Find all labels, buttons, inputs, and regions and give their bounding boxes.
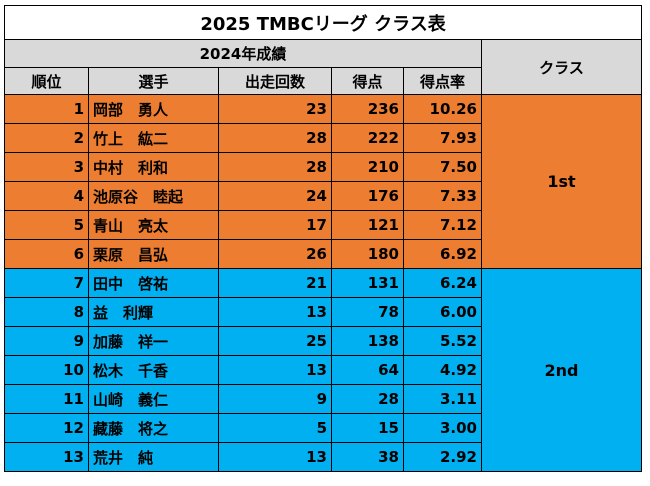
rate-cell: 7.12: [403, 210, 482, 240]
points-cell: 176: [331, 181, 404, 211]
table-row: 3 中村 利和 28 210 7.50: [4, 152, 642, 182]
rate-cell: 2.92: [403, 442, 482, 472]
league-class-table: 2025 TMBCリーグ クラス表 2024年成績 クラス 順位 選手 出走回数…: [3, 5, 643, 472]
column-header-starts: 出走回数: [218, 67, 332, 95]
player-cell: 中村 利和: [88, 152, 219, 182]
rank-cell: 5: [4, 210, 89, 240]
points-cell: 28: [331, 384, 404, 414]
rate-cell: 7.93: [403, 123, 482, 153]
points-cell: 15: [331, 413, 404, 443]
points-cell: 121: [331, 210, 404, 240]
starts-cell: 13: [218, 355, 332, 385]
starts-cell: 21: [218, 268, 332, 298]
starts-cell: 28: [218, 152, 332, 182]
rank-cell: 8: [4, 297, 89, 327]
rate-cell: 7.50: [403, 152, 482, 182]
class-label-cell: 1st: [480, 94, 643, 269]
player-cell: 池原谷 睦起: [88, 181, 219, 211]
rank-cell: 4: [4, 181, 89, 211]
rank-cell: 2: [4, 123, 89, 153]
rank-cell: 1: [4, 94, 89, 124]
rate-cell: 3.00: [403, 413, 482, 443]
player-cell: 藏藤 将之: [88, 413, 219, 443]
points-cell: 222: [331, 123, 404, 153]
class-header: クラス: [480, 39, 643, 95]
points-cell: 236: [331, 94, 404, 124]
points-cell: 38: [331, 442, 404, 472]
player-cell: 荒井 純: [88, 442, 219, 472]
rate-cell: 3.11: [403, 384, 482, 414]
starts-cell: 13: [218, 297, 332, 327]
table-row: 7 田中 啓祐 21 131 6.24 2nd: [4, 268, 643, 472]
player-cell: 竹上 紘二: [88, 123, 219, 153]
starts-cell: 26: [218, 239, 332, 269]
table-row: 1 岡部 勇人 23 236 10.26 1st: [4, 94, 643, 269]
rank-cell: 3: [4, 152, 89, 182]
table-row: 2 竹上 紘二 28 222 7.93: [4, 123, 642, 153]
column-header-points: 得点: [331, 67, 404, 95]
rank-cell: 6: [4, 239, 89, 269]
player-cell: 山崎 義仁: [88, 384, 219, 414]
table-row: 9 加藤 祥一 25 138 5.52: [4, 326, 642, 356]
column-header-player: 選手: [88, 67, 219, 95]
starts-cell: 25: [218, 326, 332, 356]
rate-cell: 5.52: [403, 326, 482, 356]
rank-cell: 13: [4, 442, 89, 472]
class-label-cell: 2nd: [480, 268, 643, 472]
table-row: 13 荒井 純 13 38 2.92: [4, 442, 642, 472]
rank-cell: 11: [4, 384, 89, 414]
table-row: 11 山崎 義仁 9 28 3.11: [4, 384, 642, 414]
player-cell: 松木 千香: [88, 355, 219, 385]
rate-cell: 6.24: [403, 268, 482, 298]
starts-cell: 23: [218, 94, 332, 124]
rate-cell: 6.00: [403, 297, 482, 327]
rank-cell: 7: [4, 268, 89, 298]
group-header-2024: 2024年成績: [4, 39, 482, 68]
table-row: 5 青山 亮太 17 121 7.12: [4, 210, 642, 240]
column-header-rate: 得点率: [403, 67, 482, 95]
points-cell: 138: [331, 326, 404, 356]
table-title: 2025 TMBCリーグ クラス表: [3, 5, 643, 40]
starts-cell: 9: [218, 384, 332, 414]
player-cell: 青山 亮太: [88, 210, 219, 240]
starts-cell: 24: [218, 181, 332, 211]
rank-cell: 9: [4, 326, 89, 356]
player-cell: 田中 啓祐: [88, 268, 219, 298]
rank-cell: 10: [4, 355, 89, 385]
player-cell: 岡部 勇人: [88, 94, 219, 124]
starts-cell: 5: [218, 413, 332, 443]
player-cell: 加藤 祥一: [88, 326, 219, 356]
points-cell: 78: [331, 297, 404, 327]
column-header-rank: 順位: [4, 67, 89, 95]
table-row: 12 藏藤 将之 5 15 3.00: [4, 413, 642, 443]
points-cell: 180: [331, 239, 404, 269]
points-cell: 210: [331, 152, 404, 182]
starts-cell: 28: [218, 123, 332, 153]
table-row: 10 松木 千香 13 64 4.92: [4, 355, 642, 385]
starts-cell: 17: [218, 210, 332, 240]
rate-cell: 10.26: [403, 94, 482, 124]
points-cell: 64: [331, 355, 404, 385]
player-cell: 栗原 昌弘: [88, 239, 219, 269]
table-row: 6 栗原 昌弘 26 180 6.92: [4, 239, 642, 269]
table-row: 4 池原谷 睦起 24 176 7.33: [4, 181, 642, 211]
rate-cell: 7.33: [403, 181, 482, 211]
starts-cell: 13: [218, 442, 332, 472]
points-cell: 131: [331, 268, 404, 298]
player-cell: 益 利輝: [88, 297, 219, 327]
rank-cell: 12: [4, 413, 89, 443]
rate-cell: 4.92: [403, 355, 482, 385]
rate-cell: 6.92: [403, 239, 482, 269]
